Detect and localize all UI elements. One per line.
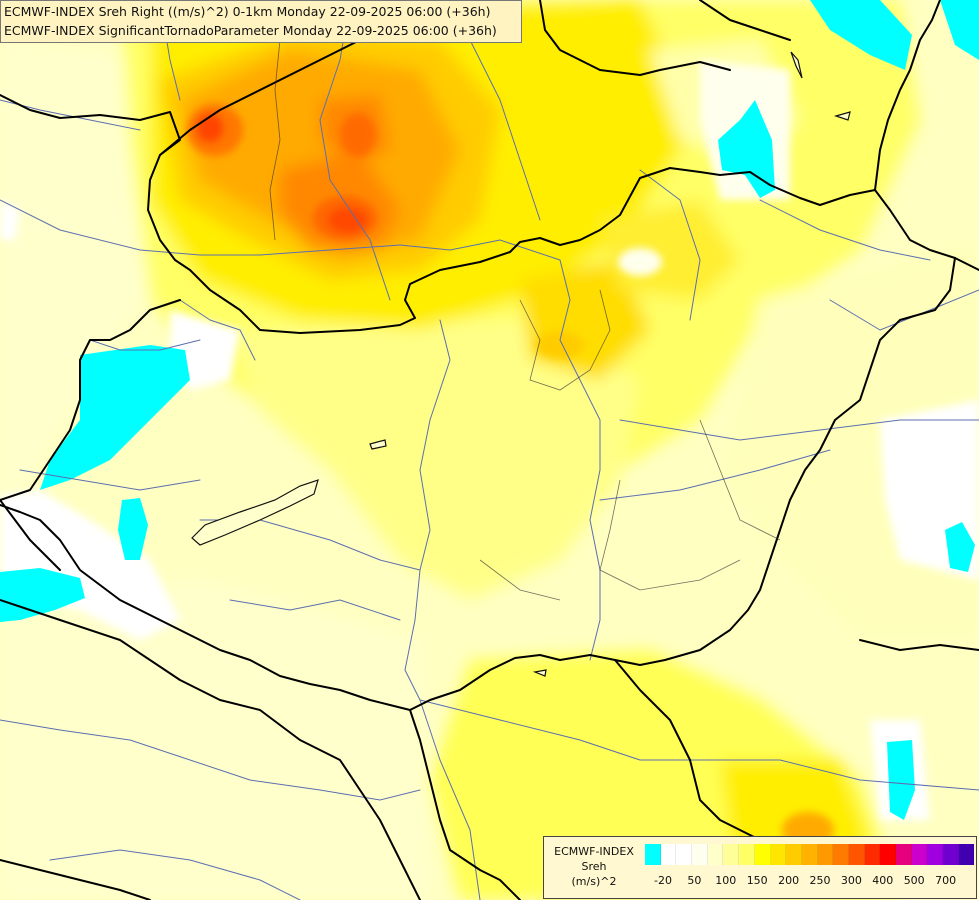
legend-tick-label: -20 <box>654 874 672 887</box>
legend-swatch <box>707 844 724 865</box>
legend-swatch <box>911 844 928 865</box>
legend-swatch <box>676 844 693 865</box>
legend-unit: (m/s)^2 <box>571 875 617 888</box>
legend-swatch <box>880 844 896 865</box>
legend-tick-label: 400 <box>872 874 894 887</box>
legend-tick-label: 300 <box>840 874 862 887</box>
legend-tick-label: 150 <box>746 874 768 887</box>
legend-swatch <box>896 844 912 865</box>
legend-tick-label: 700 <box>935 874 957 887</box>
legend-swatch <box>692 844 708 865</box>
chart-title-box: ECMWF-INDEX Sreh Right ((m/s)^2) 0-1km M… <box>0 0 522 43</box>
field-negative-areas <box>0 0 979 820</box>
legend-tick-label: 500 <box>903 874 925 887</box>
legend-swatch <box>660 844 677 865</box>
legend-swatch <box>770 844 787 865</box>
legend-variable: Sreh <box>581 860 607 873</box>
legend-source: ECMWF-INDEX <box>554 845 634 858</box>
legend-swatch <box>943 844 959 865</box>
legend-swatch <box>739 844 755 865</box>
legend-tick-label: 50 <box>687 874 702 887</box>
lakes <box>191 51 851 677</box>
legend-tick-label: 100 <box>715 874 737 887</box>
title-line-1: ECMWF-INDEX Sreh Right ((m/s)^2) 0-1km M… <box>4 4 491 19</box>
legend-swatch <box>833 844 849 865</box>
legend-tick-label: 250 <box>809 874 831 887</box>
legend-swatch <box>864 844 881 865</box>
legend-swatch <box>848 844 865 865</box>
legend-color-scale <box>645 844 975 865</box>
legend-swatch <box>817 844 834 865</box>
legend-swatch <box>801 844 818 865</box>
legend-swatch <box>927 844 944 865</box>
legend-swatch <box>786 844 802 865</box>
color-legend: ECMWF-INDEX Sreh (m/s)^2 -20 50 100 150 200 2… <box>543 836 977 899</box>
legend-tick-labels: -20 50 100 150 200 250 300 400 500 700 <box>645 874 975 890</box>
legend-tick-label: 200 <box>778 874 800 887</box>
title-line-2: ECMWF-INDEX SignificantTornadoParameter … <box>4 23 497 38</box>
legend-swatch <box>723 844 740 865</box>
legend-title: ECMWF-INDEX Sreh (m/s)^2 <box>546 844 642 889</box>
legend-swatch <box>958 844 975 865</box>
legend-swatch <box>645 844 661 865</box>
legend-swatch <box>754 844 771 865</box>
